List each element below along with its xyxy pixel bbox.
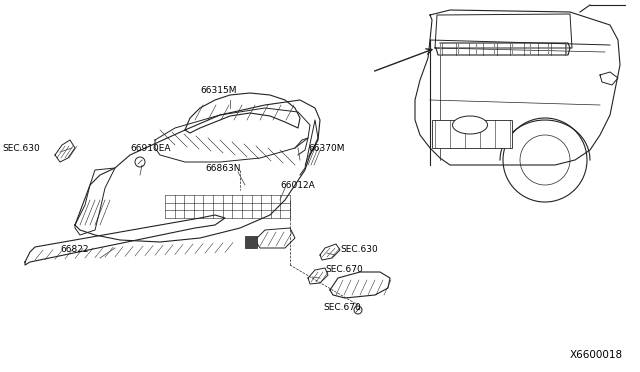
Bar [245,236,257,248]
FancyBboxPatch shape [432,120,512,148]
Text: SEC.670: SEC.670 [323,304,361,312]
Text: X6600018: X6600018 [570,350,623,360]
Text: 66863N: 66863N [205,164,241,173]
Text: 66370M: 66370M [308,144,344,153]
Text: SEC.670: SEC.670 [325,266,363,275]
Ellipse shape [452,116,488,134]
Text: 66012A: 66012A [280,180,315,189]
Text: SEC.630: SEC.630 [2,144,40,153]
Text: 66315M: 66315M [200,86,237,94]
Text: 66822: 66822 [60,246,88,254]
Text: 66910EA: 66910EA [130,144,170,153]
Text: SEC.630: SEC.630 [340,246,378,254]
